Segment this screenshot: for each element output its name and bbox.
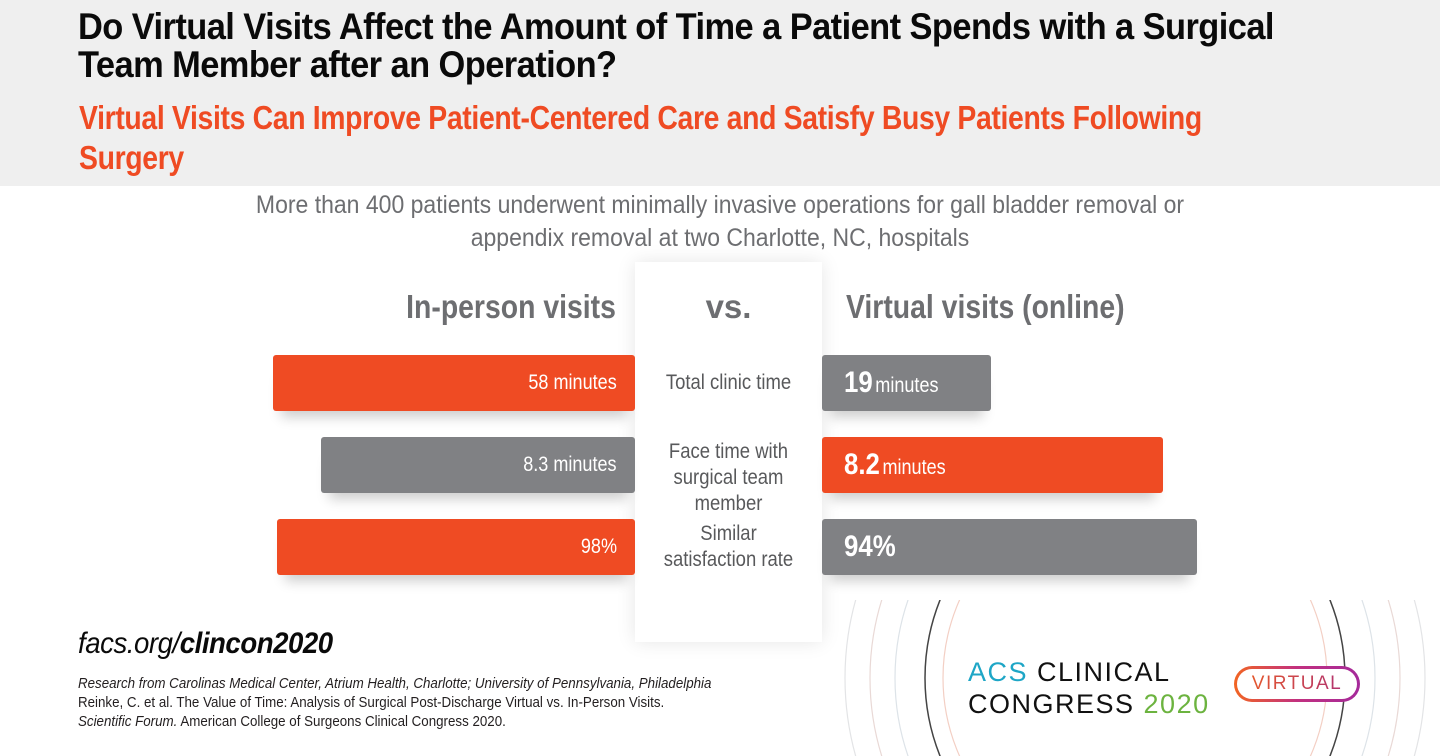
category-label-line: Similar bbox=[700, 522, 757, 545]
bar-value-label: 58 minutes bbox=[528, 371, 617, 394]
logo-year: 2020 bbox=[1143, 689, 1210, 719]
bar-value-number: 94% bbox=[844, 530, 896, 563]
virtual-badge-label: VIRTUAL bbox=[1251, 673, 1343, 694]
bar-in-person: 58 minutes bbox=[273, 355, 635, 411]
column-header-vs: vs. bbox=[705, 288, 752, 325]
url-path: clincon2020 bbox=[179, 627, 333, 660]
virtual-badge: VIRTUAL bbox=[1234, 666, 1360, 702]
ring bbox=[894, 600, 1376, 756]
reference-citation: Reinke, C. et al. The Value of Time: Ana… bbox=[78, 695, 665, 711]
column-header-in-person: In-person visits bbox=[406, 288, 616, 325]
bar-value-label: 8.2 minutes bbox=[844, 437, 946, 493]
bar-value-unit: minutes bbox=[875, 374, 939, 397]
page-subtitle: Virtual Visits Can Improve Patient-Cente… bbox=[79, 99, 1202, 176]
category-label: Similar satisfaction rate bbox=[646, 521, 811, 573]
references: Research from Carolinas Medical Center, … bbox=[78, 675, 777, 732]
page-title: Do Virtual Visits Affect the Amount of T… bbox=[78, 6, 1274, 85]
header-band: Do Virtual Visits Affect the Amount of T… bbox=[0, 0, 1440, 186]
footer-url[interactable]: facs.org/clincon2020 bbox=[78, 627, 333, 661]
bar-value-number: 8.2 bbox=[844, 448, 880, 481]
reference-forum: Scientific Forum. bbox=[78, 714, 178, 730]
ring bbox=[869, 600, 1401, 756]
column-header-virtual: Virtual visits (online) bbox=[846, 288, 1125, 325]
category-label: Total clinic time bbox=[646, 370, 811, 396]
category-label-line: Face time with bbox=[668, 440, 789, 463]
logo-acs: ACS bbox=[968, 657, 1029, 687]
ring bbox=[844, 600, 1426, 756]
bar-virtual: 8.2 minutes bbox=[822, 437, 1163, 493]
bar-value-label: 19 minutes bbox=[844, 355, 939, 411]
logo-congress: CONGRESS bbox=[968, 689, 1144, 719]
bar-in-person: 8.3 minutes bbox=[321, 437, 635, 493]
reference-affiliations: Research from Carolinas Medical Center, … bbox=[78, 676, 712, 692]
category-label-line: surgical team member bbox=[673, 466, 784, 515]
bar-in-person: 98% bbox=[277, 519, 635, 575]
reference-congress: American College of Surgeons Clinical Co… bbox=[177, 714, 506, 730]
category-label-line: Total clinic time bbox=[665, 371, 792, 394]
bar-value-label: 8.3 minutes bbox=[523, 453, 617, 476]
bar-value-label: 98% bbox=[580, 535, 617, 558]
category-label-line: satisfaction rate bbox=[663, 548, 794, 571]
url-prefix: facs.org/ bbox=[78, 627, 180, 660]
category-label: Face time with surgical team member bbox=[646, 439, 811, 517]
center-panel bbox=[635, 262, 822, 642]
bar-value-label: 94% bbox=[844, 519, 896, 575]
bar-value-unit: minutes bbox=[882, 456, 946, 479]
bar-virtual: 19 minutes bbox=[822, 355, 991, 411]
acs-clinical-congress-logo: ACS CLINICAL CONGRESS 2020 bbox=[968, 656, 1210, 720]
logo-clinical: CLINICAL bbox=[1028, 657, 1171, 687]
bar-value-number: 19 bbox=[844, 366, 873, 399]
intro-text: More than 400 patients underwent minimal… bbox=[255, 191, 1185, 252]
reference-source: Scientific Forum. American College of Su… bbox=[78, 713, 777, 732]
bar-virtual: 94% bbox=[822, 519, 1197, 575]
